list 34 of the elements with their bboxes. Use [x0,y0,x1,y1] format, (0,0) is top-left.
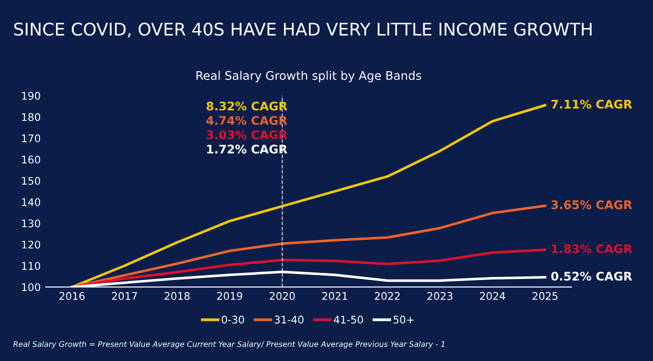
x-tick-label: 2021 [322,292,348,300]
x-tick-label: 2024 [480,292,506,300]
chart-title: SINCE COVID, OVER 40S HAVE HAD VERY LITTLE INCOME GROWTH [14,22,592,38]
legend-label: 50+ [394,316,414,324]
chart-subtitle: Real Salary Growth split by Age Bands [196,70,422,82]
annotation: 7.11% CAGR [551,100,632,109]
y-tick-label: 190 [22,92,40,100]
x-tick-label: 2017 [112,292,137,300]
y-tick-label: 130 [22,219,40,228]
annotation: 4.74% CAGR [206,116,288,125]
x-tick-label: 2020 [270,292,295,300]
annotation: 8.32% CAGR [206,102,288,111]
x-tick-label: 2022 [374,292,400,300]
annotation: 0.52% CAGR [551,272,632,281]
x-tick-label: 2016 [60,292,85,300]
y-tick-label: 120 [22,240,40,249]
y-tick-label: 100 [22,283,40,292]
x-tick-label: 2018 [164,292,190,300]
legend-label: 31-40 [274,316,304,324]
annotation: 3.03% CAGR [206,130,288,140]
y-tick-label: 140 [22,198,40,206]
y-tick-label: 170 [22,134,40,142]
y-tick-label: 150 [22,176,40,185]
y-tick-label: 180 [22,113,40,122]
legend-label: 0-30 [222,316,244,324]
legend-label: 41-50 [334,316,363,324]
y-tick-label: 110 [22,262,40,270]
x-tick-label: 2025 [532,292,558,300]
annotation: 1.72% CAGR [207,144,288,154]
y-tick-label: 160 [22,156,40,164]
annotation: 3.65% CAGR [551,200,632,210]
annotation: 1.83% CAGR [552,244,632,254]
x-tick-label: 2023 [427,292,452,300]
x-tick-label: 2019 [217,292,242,300]
